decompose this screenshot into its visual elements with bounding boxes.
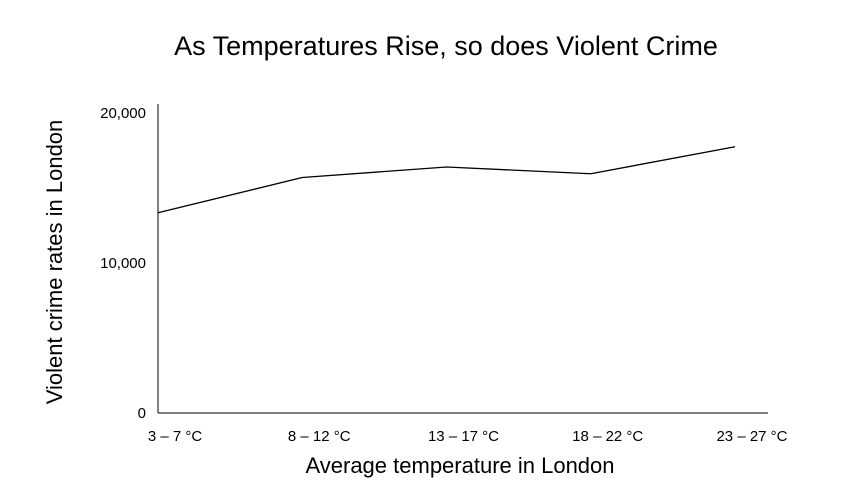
- x-tick-label: 23 – 27 °C: [716, 428, 787, 445]
- data-point: [733, 145, 737, 149]
- x-tick-label: 8 – 12 °C: [288, 428, 351, 445]
- y-tick-label: 10,000: [100, 255, 146, 272]
- y-axis-label: Violent crime rates in London: [42, 120, 67, 405]
- x-tick-labels: 3 – 7 °C 8 – 12 °C 13 – 17 °C 18 – 22 °C 23 …: [148, 428, 788, 445]
- x-tick-label: 13 – 17 °C: [428, 428, 499, 445]
- chart-title: As Temperatures Rise, so does Violent Cr…: [174, 31, 718, 61]
- series-group: [156, 145, 737, 215]
- data-point: [156, 211, 160, 215]
- y-tick-labels: 0 10,000 20,000: [100, 105, 146, 422]
- x-tick-label: 3 – 7 °C: [148, 428, 203, 445]
- x-axis-label: Average temperature in London: [305, 453, 614, 478]
- x-tick-label: 18 – 22 °C: [572, 428, 643, 445]
- data-point: [589, 172, 593, 176]
- data-point: [300, 176, 304, 180]
- y-tick-label: 0: [138, 405, 146, 422]
- y-tick-label: 20,000: [100, 105, 146, 122]
- data-point: [445, 165, 449, 169]
- series-line: [157, 146, 736, 214]
